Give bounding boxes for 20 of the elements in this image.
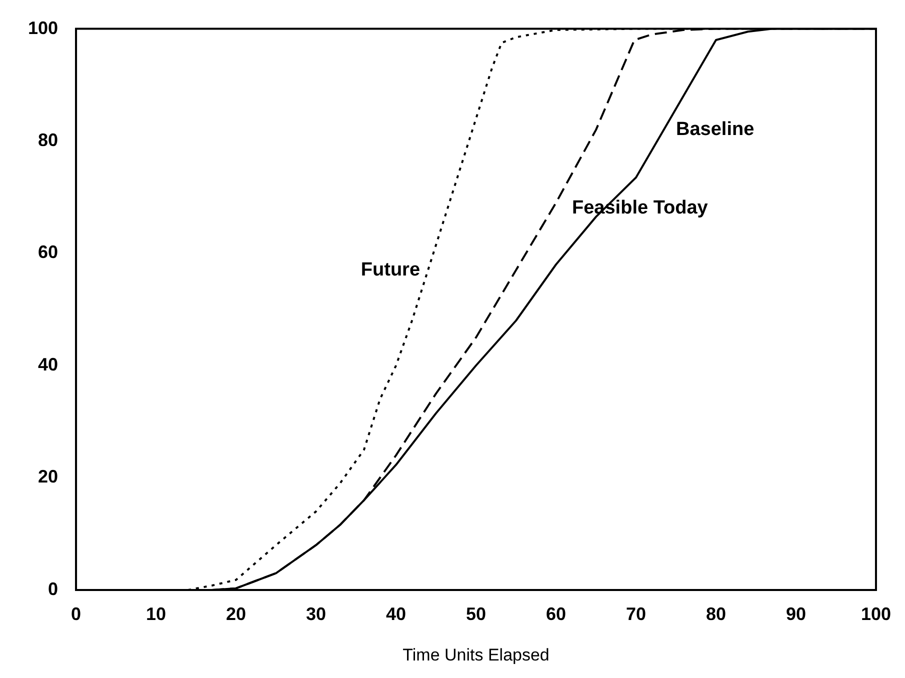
x-tick-label: 90	[786, 604, 806, 624]
y-tick-label: 80	[38, 130, 58, 150]
x-tick-label: 20	[226, 604, 246, 624]
x-tick-label: 100	[860, 604, 892, 624]
x-tick-label: 40	[386, 604, 406, 624]
y-tick-label: 60	[38, 242, 58, 262]
y-tick-label: 100	[28, 18, 58, 38]
x-tick-label: 50	[466, 604, 486, 624]
y-tick-label: 20	[38, 466, 58, 487]
x-axis-title: Time Units Elapsed	[402, 645, 550, 664]
x-tick-label: 10	[146, 604, 166, 624]
y-tick-label: 40	[38, 354, 58, 374]
series-label: Future	[360, 259, 420, 280]
x-tick-label: 0	[71, 604, 82, 624]
x-tick-label: 70	[626, 604, 646, 624]
x-tick-label: 30	[306, 604, 326, 624]
x-tick-label: 80	[706, 604, 726, 624]
series-label: Baseline	[676, 119, 754, 140]
x-tick-label: 60	[546, 604, 566, 624]
y-tick-label: 0	[48, 578, 58, 599]
